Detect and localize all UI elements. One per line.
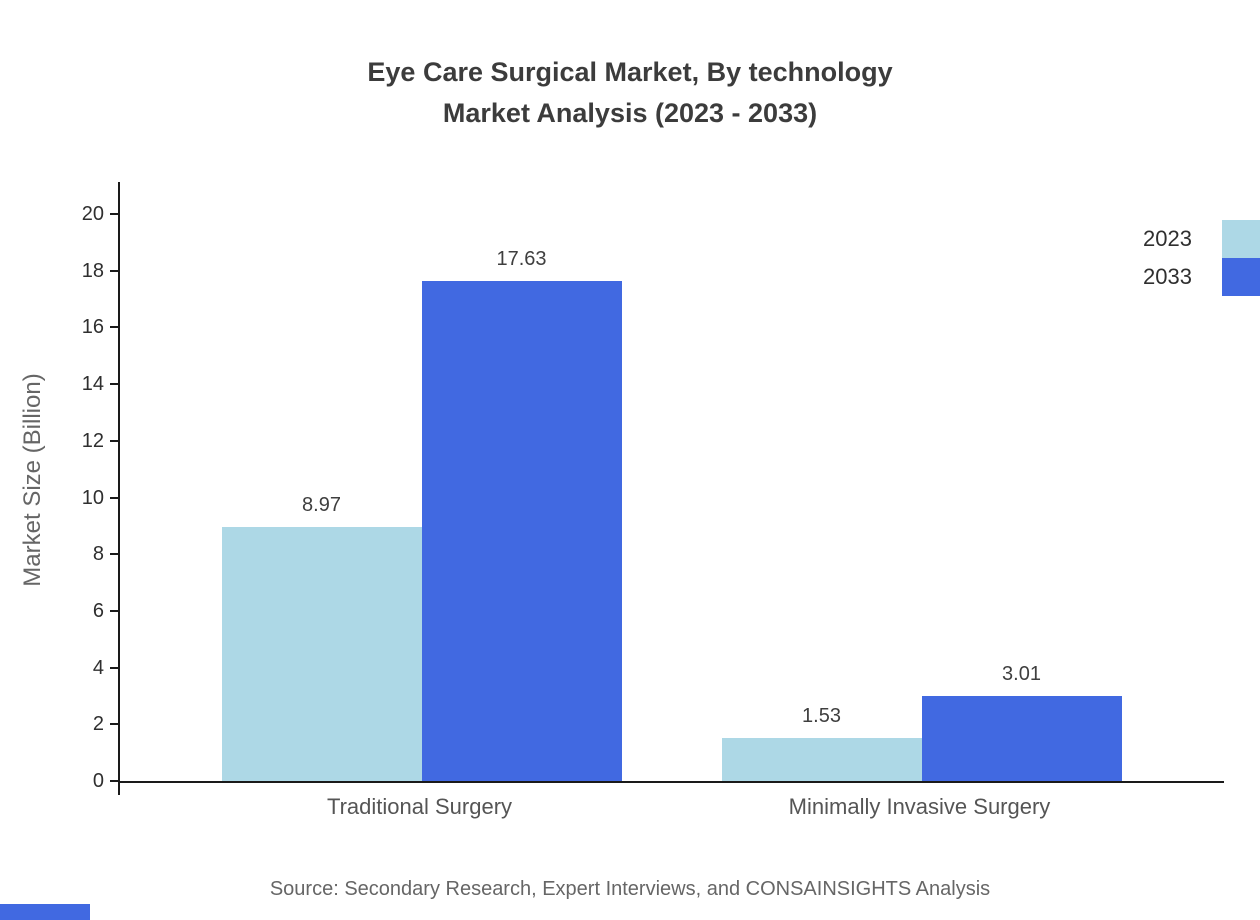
y-tick-label-16: 16: [81, 316, 104, 339]
y-tick-label-8: 8: [92, 543, 104, 566]
y-tick-label-20: 20: [81, 203, 104, 225]
bar-2023-traditional-surgery: [221, 526, 422, 781]
legend-swatch-2023: [1222, 220, 1260, 258]
legend-label-2023: 2023: [1143, 226, 1192, 251]
plot-area: 0 2 4 6 8 10 12 14 16 18 20 8.97 17.63 1.53 3.01: [82, 182, 1224, 795]
bar-value-label: 17.63: [496, 248, 547, 271]
y-tick-label-0: 0: [92, 770, 104, 792]
x-category-label-2: Minimally Invasive Surgery: [788, 794, 1051, 819]
legend-item-2033: 2033: [1143, 258, 1260, 296]
y-tick-label-18: 18: [81, 259, 104, 282]
y-tick-mark-18: [110, 269, 120, 272]
bottom-left-accent-bar: [0, 904, 90, 920]
y-tick-label-14: 14: [81, 373, 104, 396]
y-tick-label-10: 10: [81, 486, 104, 509]
legend-item-2023: 2023: [1143, 220, 1260, 258]
legend-swatch-2033: [1222, 258, 1260, 296]
y-tick-label-12: 12: [81, 429, 104, 452]
source-note: Source: Secondary Research, Expert Inter…: [269, 878, 991, 900]
bar-2033-minimally-invasive-surgery: [921, 695, 1122, 781]
legend: 2023 2033: [1143, 220, 1260, 296]
y-tick-label-6: 6: [92, 599, 104, 622]
y-tick-mark-16: [110, 326, 120, 329]
y-tick-mark-10: [110, 496, 120, 499]
bar-value-label: 3.01: [1002, 662, 1041, 685]
chart-title-line1: Eye Care Surgical Market, By technology: [367, 57, 893, 87]
y-axis-label: Market Size (Billion): [19, 373, 46, 587]
y-tick-mark-4: [110, 666, 120, 669]
y-tick-mark-8: [110, 553, 120, 556]
chart-title-line2: Market Analysis (2023 - 2033): [442, 98, 818, 128]
chart-title: Eye Care Surgical Market, By technology …: [0, 52, 1260, 134]
x-category-label-1: Traditional Surgery: [326, 794, 513, 819]
y-tick-mark-6: [110, 609, 120, 612]
y-tick-mark-2: [110, 723, 120, 726]
bar-2033-traditional-surgery: [421, 281, 622, 781]
bar-value-label: 1.53: [802, 704, 841, 727]
bar-value-label: 8.97: [302, 493, 341, 516]
y-tick-mark-0: [110, 780, 120, 782]
legend-label-2033: 2033: [1143, 264, 1192, 289]
y-tick-label-4: 4: [92, 656, 104, 679]
bar-2023-minimally-invasive-surgery: [721, 737, 922, 781]
y-tick-mark-20: [110, 213, 120, 215]
y-tick-mark-12: [110, 439, 120, 442]
y-tick-mark-14: [110, 383, 120, 386]
y-tick-label-2: 2: [92, 713, 104, 736]
